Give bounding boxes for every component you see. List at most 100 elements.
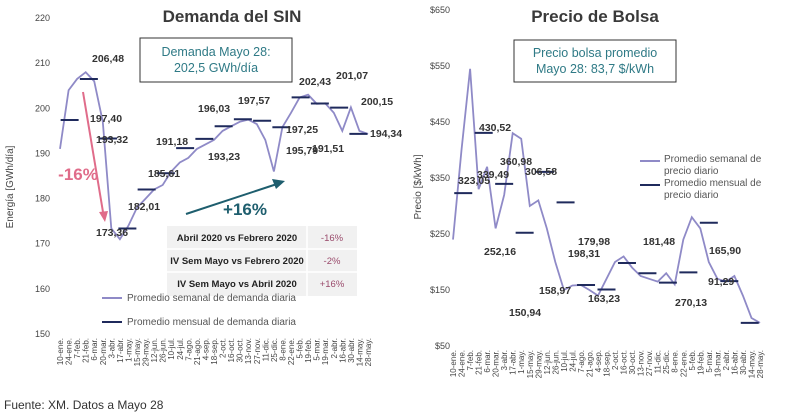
data-label: 197,25 <box>286 124 318 136</box>
x-tick-label: 16-abr. <box>730 350 739 375</box>
x-tick-label: 7-feb. <box>466 350 475 370</box>
data-label: 191,51 <box>312 143 344 155</box>
x-tick-label: 21-feb. <box>82 338 91 363</box>
precio-callout-line1: Precio bolsa promedio <box>533 46 657 60</box>
x-tick-label: 29-may. <box>534 350 543 378</box>
x-tick-label: 20-mar. <box>99 338 108 365</box>
x-tick-label: 19-feb. <box>304 338 313 363</box>
x-tick-label: 18-sep. <box>210 338 219 365</box>
x-tick-label: 10-ene. <box>449 350 458 377</box>
x-tick-label: 27-nov. <box>253 338 262 364</box>
data-label: 201,07 <box>336 70 368 82</box>
x-tick-label: 30-oct. <box>628 350 637 374</box>
demanda-ylabel: Energía [GWh/día] <box>5 145 16 228</box>
x-tick-label: 24-jul. <box>568 350 577 372</box>
data-label: 200,15 <box>361 96 393 108</box>
y-tick-label: 170 <box>35 239 50 249</box>
data-label: 360,98 <box>500 156 532 168</box>
x-tick-label: 26-jun. <box>159 338 168 362</box>
x-tick-label: 25-dic. <box>270 338 279 362</box>
x-tick-label: 21-ago. <box>193 338 202 365</box>
y-tick-label: $550 <box>430 61 450 71</box>
y-tick-label: 160 <box>35 284 50 294</box>
y-tick-label: $50 <box>435 341 450 351</box>
x-tick-label: 26-jun. <box>551 350 560 374</box>
increase-arrow <box>185 182 281 215</box>
x-tick-label: 2-oct. <box>219 338 228 358</box>
y-tick-label: 190 <box>35 148 50 158</box>
y-tick-label: $250 <box>430 229 450 239</box>
x-tick-label: 5-feb. <box>688 350 697 370</box>
x-tick-label: 24-jul. <box>176 338 185 360</box>
increase-annotation: +16% <box>223 200 267 219</box>
data-label: 150,94 <box>509 307 541 319</box>
x-tick-label: 13-nov. <box>637 350 646 376</box>
x-tick-label: 12-jun. <box>543 350 552 374</box>
precio-title: Precio de Bolsa <box>531 7 659 26</box>
data-label: 194,34 <box>370 128 402 140</box>
demanda-callout-line1: Demanda Mayo 28: <box>161 45 270 59</box>
data-label: 198,31 <box>568 248 600 260</box>
y-tick-label: 180 <box>35 194 50 204</box>
increase-arrow-head <box>272 179 285 189</box>
x-tick-label: 19-mar. <box>713 350 722 377</box>
x-tick-label: 24-ene. <box>65 338 74 365</box>
legend-monthly-label: Promedio mensual de demanda diaria <box>127 317 296 328</box>
data-label: 191,18 <box>156 136 188 148</box>
x-tick-label: 16-abr. <box>338 338 347 363</box>
x-tick-label: 8-ene. <box>671 350 680 373</box>
x-tick-label: 21-feb. <box>475 350 484 375</box>
comparison-table <box>167 226 357 296</box>
x-tick-label: 2-abr. <box>330 338 339 358</box>
table-row-label: IV Sem Mayo vs Abril 2020 <box>177 279 297 290</box>
x-tick-label: 21-ago. <box>585 350 594 377</box>
x-tick-label: 4-sep. <box>201 338 210 360</box>
decrease-arrow <box>82 91 105 219</box>
x-tick-label: 27-nov. <box>645 350 654 376</box>
y-tick-label: $650 <box>430 5 450 15</box>
x-tick-label: 19-mar. <box>321 338 330 365</box>
x-tick-label: 5-feb. <box>296 338 305 358</box>
x-tick-label: 20-mar. <box>492 350 501 377</box>
x-tick-label: 14-may. <box>355 338 364 366</box>
x-tick-label: 22-ene. <box>287 338 296 365</box>
y-tick-label: 150 <box>35 329 50 339</box>
x-tick-label: 5-mar. <box>705 350 714 373</box>
x-tick-label: 12-jun. <box>150 338 159 362</box>
data-label: 182,01 <box>128 201 160 213</box>
data-label: 91,29 <box>708 276 734 288</box>
table-row-label: IV Sem Mayo vs Febrero 2020 <box>170 256 304 267</box>
legend-weekly-line1: Promedio semanal de <box>664 154 762 165</box>
data-label: 197,40 <box>90 113 122 125</box>
x-tick-label: 4-sep. <box>594 350 603 372</box>
table-row-value: -2% <box>324 256 341 267</box>
x-tick-label: 7-feb. <box>73 338 82 358</box>
y-tick-label: $450 <box>430 117 450 127</box>
x-tick-label: 14-may. <box>747 350 756 378</box>
legend-weekly-label: Promedio semanal de demanda diaria <box>127 293 296 304</box>
y-tick-label: $350 <box>430 173 450 183</box>
y-tick-label: 210 <box>35 58 50 68</box>
x-tick-label: 28-may. <box>364 338 373 366</box>
demanda-callout-line2: 202,5 GWh/día <box>174 61 258 75</box>
data-label: 165,90 <box>709 245 741 257</box>
x-tick-label: 1-may. <box>124 338 133 362</box>
precio-callout-box <box>513 39 677 83</box>
x-tick-label: 6-mar. <box>90 338 99 361</box>
x-tick-label: 8-ene. <box>278 338 287 361</box>
data-label: 339,49 <box>477 169 509 181</box>
legend-monthly-label: Promedio mensual de precio diario <box>664 178 764 201</box>
x-tick-label: 3-abr. <box>500 350 509 370</box>
legend-monthly-line2: precio diario <box>664 190 719 201</box>
precio-ylabel: Precio [$/kWh] <box>413 154 424 219</box>
data-label: 323,05 <box>458 175 490 187</box>
x-tick-label: 2-oct. <box>611 350 620 370</box>
y-tick-label: 220 <box>35 13 50 23</box>
data-label: 179,98 <box>578 236 610 248</box>
y-tick-label: 200 <box>35 103 50 113</box>
x-tick-label: 30-abr. <box>347 338 356 363</box>
data-label: 270,13 <box>675 297 707 309</box>
x-tick-label: 16-oct. <box>620 350 629 374</box>
demanda-callout-box <box>139 37 293 83</box>
